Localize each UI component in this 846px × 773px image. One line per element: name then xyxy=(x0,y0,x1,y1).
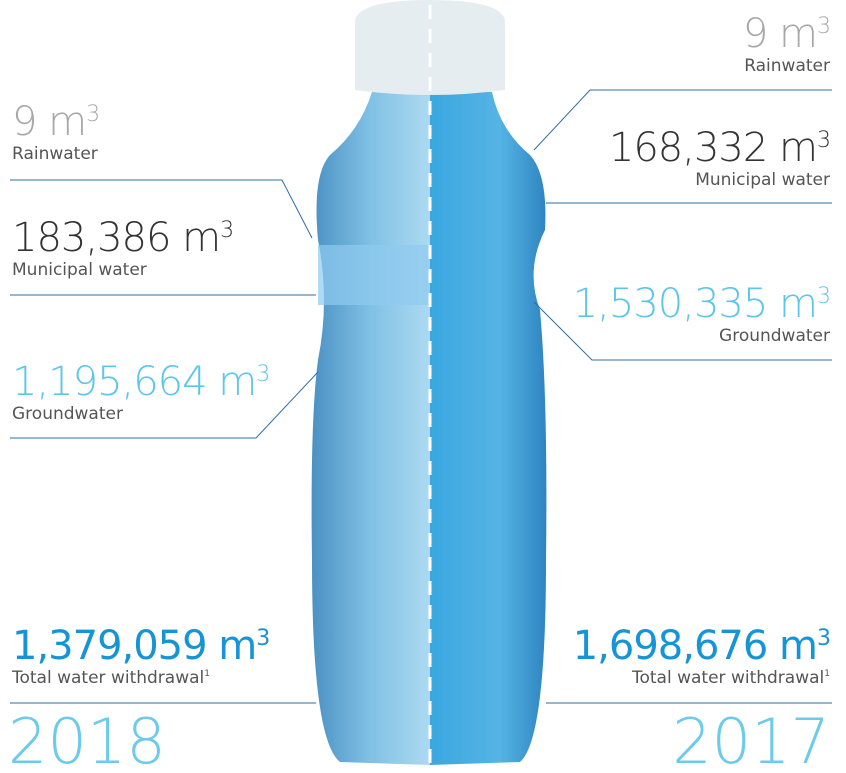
infographic: 9 m3 Rainwater 183,386 m3 Municipal wate… xyxy=(0,0,846,773)
label: Total water withdrawal xyxy=(12,668,204,688)
unit: m xyxy=(779,11,817,57)
value: 183,386 xyxy=(12,215,170,261)
unit-exp: 3 xyxy=(256,626,269,651)
value: 168,332 xyxy=(609,125,767,171)
label: Municipal water xyxy=(609,170,830,190)
total: 1,379,059 m3 Total water withdrawal1 xyxy=(12,624,269,688)
unit: m xyxy=(218,623,256,669)
source: 168,332 m3 Municipal water xyxy=(609,126,830,190)
source: 1,195,664 m3 Groundwater xyxy=(12,360,269,424)
label: Municipal water xyxy=(12,260,233,280)
unit-exp: 3 xyxy=(220,218,233,243)
total: 1,698,676 m3 Total water withdrawal1 xyxy=(573,624,830,688)
value: 1,530,335 xyxy=(573,281,768,327)
label: Rainwater xyxy=(743,56,830,76)
unit: m xyxy=(48,99,86,145)
unit: m xyxy=(779,281,817,327)
unit-exp: 3 xyxy=(817,128,830,153)
label: Groundwater xyxy=(12,404,269,424)
unit-exp: 3 xyxy=(817,284,830,309)
source: 183,386 m3 Municipal water xyxy=(12,216,233,280)
unit-exp: 3 xyxy=(817,14,830,39)
source: 1,530,335 m3 Groundwater xyxy=(573,282,830,346)
unit-exp: 3 xyxy=(256,362,269,387)
label: Rainwater xyxy=(12,144,99,164)
value: 1,379,059 xyxy=(12,623,207,669)
value: 9 xyxy=(743,11,767,57)
value: 1,195,664 xyxy=(12,359,207,405)
unit: m xyxy=(182,215,220,261)
value: 9 xyxy=(12,99,36,145)
unit: m xyxy=(779,125,817,171)
label: Total water withdrawal xyxy=(632,668,824,688)
unit-exp: 3 xyxy=(817,626,830,651)
year: 2018 xyxy=(8,710,166,773)
footnote: 1 xyxy=(204,669,210,679)
source: 9 m3 Rainwater xyxy=(12,100,99,164)
unit: m xyxy=(779,623,817,669)
bottle xyxy=(312,0,547,770)
source: 9 m3 Rainwater xyxy=(743,12,830,76)
unit-exp: 3 xyxy=(86,102,99,127)
year: 2017 xyxy=(672,710,830,773)
label: Groundwater xyxy=(573,326,830,346)
unit: m xyxy=(218,359,256,405)
footnote: 1 xyxy=(824,669,830,679)
value: 1,698,676 xyxy=(573,623,768,669)
